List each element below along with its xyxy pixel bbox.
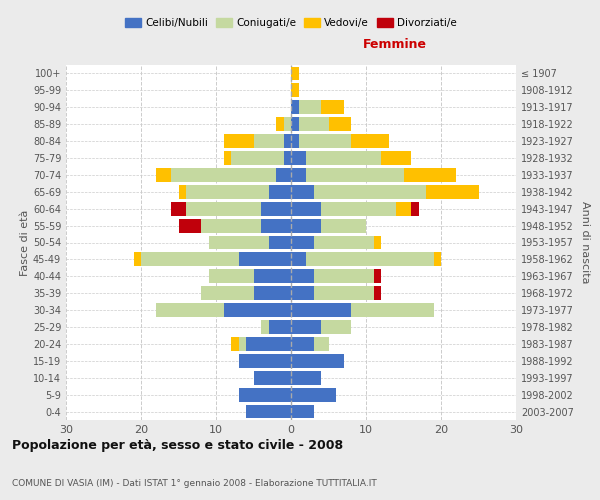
Text: Femmine: Femmine <box>362 38 427 51</box>
Bar <box>261 320 269 334</box>
Bar <box>186 185 269 198</box>
Bar <box>254 270 291 283</box>
Bar <box>269 320 291 334</box>
Bar <box>133 252 141 266</box>
Y-axis label: Anni di nascita: Anni di nascita <box>580 201 590 284</box>
Bar <box>284 117 291 131</box>
Bar <box>321 100 343 114</box>
Bar <box>291 66 299 80</box>
Bar <box>291 236 314 250</box>
Bar <box>209 270 254 283</box>
Bar <box>209 236 269 250</box>
Bar <box>269 236 291 250</box>
Bar <box>141 252 239 266</box>
Bar <box>171 168 276 182</box>
Bar <box>291 303 351 317</box>
Bar <box>239 388 291 402</box>
Bar <box>231 151 284 165</box>
Bar <box>186 202 261 215</box>
Bar <box>284 151 291 165</box>
Text: COMUNE DI VASIA (IM) - Dati ISTAT 1° gennaio 2008 - Elaborazione TUTTITALIA.IT: COMUNE DI VASIA (IM) - Dati ISTAT 1° gen… <box>12 478 377 488</box>
Bar <box>239 337 246 351</box>
Bar <box>179 185 186 198</box>
Bar <box>291 337 314 351</box>
Bar <box>239 354 291 368</box>
Bar <box>291 252 306 266</box>
Bar <box>223 303 291 317</box>
Bar <box>321 320 351 334</box>
Bar <box>373 236 381 250</box>
Bar <box>291 286 314 300</box>
Bar <box>314 236 373 250</box>
Bar <box>396 202 411 215</box>
Bar <box>306 151 381 165</box>
Bar <box>291 134 299 148</box>
Bar <box>404 168 456 182</box>
Bar <box>201 286 254 300</box>
Bar <box>291 84 299 98</box>
Bar <box>239 252 291 266</box>
Bar <box>291 168 306 182</box>
Bar <box>254 134 284 148</box>
Bar <box>411 202 419 215</box>
Bar <box>156 168 171 182</box>
Bar <box>299 134 351 148</box>
Bar <box>299 100 321 114</box>
Bar <box>223 151 231 165</box>
Text: Popolazione per età, sesso e stato civile - 2008: Popolazione per età, sesso e stato civil… <box>12 440 343 452</box>
Bar <box>314 286 373 300</box>
Bar <box>433 252 441 266</box>
Bar <box>231 337 239 351</box>
Bar <box>306 252 433 266</box>
Bar <box>246 337 291 351</box>
Bar <box>261 218 291 232</box>
Bar <box>351 134 389 148</box>
Bar <box>284 134 291 148</box>
Bar <box>381 151 411 165</box>
Bar <box>291 202 321 215</box>
Bar <box>179 218 201 232</box>
Bar <box>254 286 291 300</box>
Y-axis label: Fasce di età: Fasce di età <box>20 210 30 276</box>
Bar <box>306 168 404 182</box>
Bar <box>373 286 381 300</box>
Bar <box>321 218 366 232</box>
Bar <box>269 185 291 198</box>
Bar <box>254 371 291 384</box>
Bar <box>261 202 291 215</box>
Bar <box>276 168 291 182</box>
Bar <box>314 270 373 283</box>
Bar <box>314 337 329 351</box>
Bar <box>321 202 396 215</box>
Bar <box>291 117 299 131</box>
Bar <box>291 270 314 283</box>
Bar <box>246 404 291 418</box>
Bar <box>156 303 223 317</box>
Bar <box>223 134 254 148</box>
Bar <box>329 117 351 131</box>
Bar <box>291 388 336 402</box>
Bar <box>291 404 314 418</box>
Bar <box>171 202 186 215</box>
Bar <box>201 218 261 232</box>
Bar <box>276 117 284 131</box>
Bar <box>291 185 314 198</box>
Bar <box>351 303 433 317</box>
Bar <box>426 185 479 198</box>
Bar <box>291 151 306 165</box>
Bar <box>291 354 343 368</box>
Bar <box>291 218 321 232</box>
Bar <box>291 371 321 384</box>
Bar <box>299 117 329 131</box>
Bar <box>314 185 426 198</box>
Legend: Celibi/Nubili, Coniugati/e, Vedovi/e, Divorziati/e: Celibi/Nubili, Coniugati/e, Vedovi/e, Di… <box>121 14 461 32</box>
Bar <box>373 270 381 283</box>
Bar <box>291 320 321 334</box>
Bar <box>291 100 299 114</box>
